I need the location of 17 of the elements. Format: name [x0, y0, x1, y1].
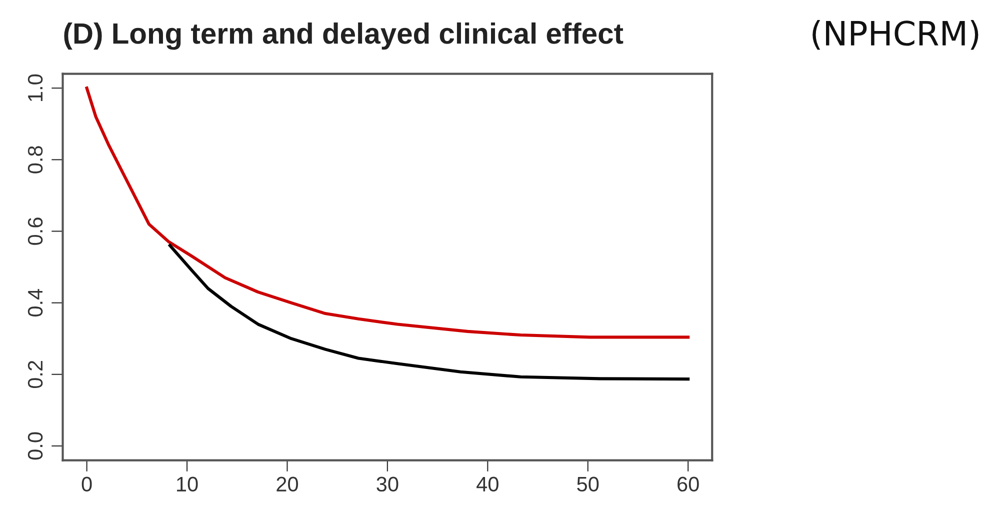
x-tick-label: 10 [177, 476, 198, 492]
x-tick-label: 20 [276, 476, 298, 492]
x-tick-label: 0 [82, 476, 92, 492]
y-tick-label: 0.4 [28, 288, 43, 316]
x-tick-label: 50 [577, 476, 599, 492]
y-tick-label: 1.0 [28, 74, 43, 101]
chart-title: (D) Long term and delayed clinical effect [64, 22, 624, 50]
line-series [85, 86, 690, 339]
x-tick-label: 30 [376, 476, 398, 492]
line-series [168, 244, 690, 381]
y-tick-label: 0.0 [28, 432, 43, 460]
y-tick-label: 0.2 [28, 360, 43, 388]
x-tick-label: 60 [678, 476, 699, 492]
text: (NPHCRM) [812, 20, 978, 50]
y-tick-label: 0.8 [28, 146, 43, 174]
y-tick-label: 0.6 [28, 218, 43, 245]
x-tick-label: 40 [476, 476, 498, 492]
